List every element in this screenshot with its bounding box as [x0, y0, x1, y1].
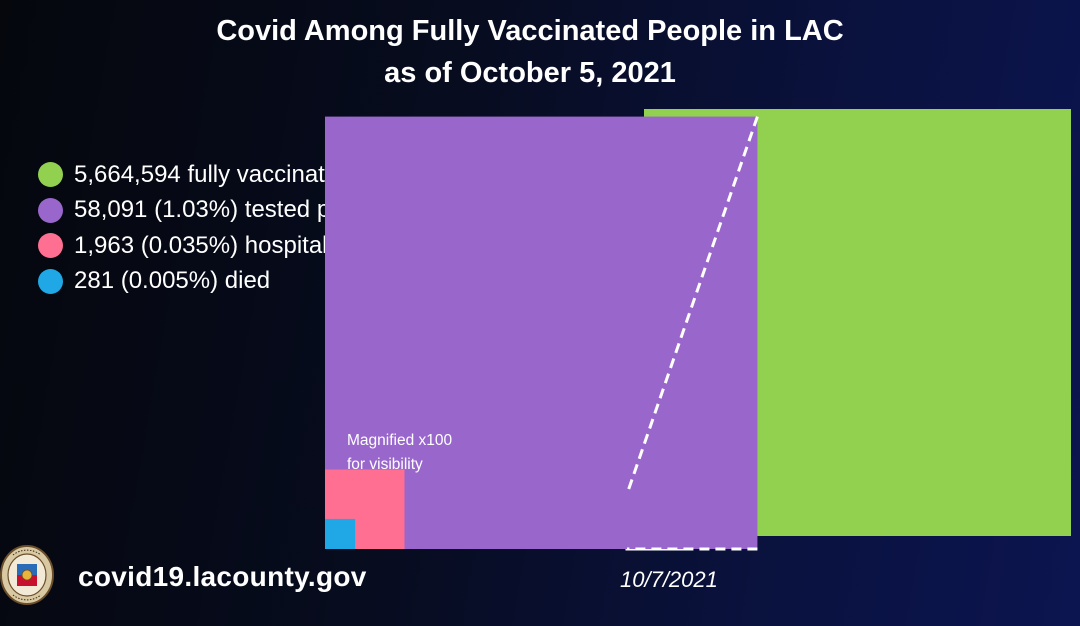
- legend-label-hospitalized: 1,963 (0.035%) hospitalized: [74, 231, 372, 259]
- magnify-note-line-1: Magnified x100: [347, 432, 453, 449]
- title-line-2: as of October 5, 2021: [384, 57, 676, 89]
- connector-line-top: [625, 116, 759, 495]
- legend-label-vaccinated: 5,664,594 fully vaccinated: [74, 160, 352, 188]
- county-seal-icon: [0, 545, 54, 605]
- legend-dot-died: [38, 268, 63, 294]
- chart-title: Covid Among Fully Vaccinated People in L…: [0, 10, 1060, 94]
- title-line-1: Covid Among Fully Vaccinated People in L…: [216, 15, 844, 47]
- website-link[interactable]: covid19.lacounty.gov: [78, 561, 367, 592]
- legend-dot-positive: [38, 197, 63, 223]
- magnify-note-line-2: for visibility: [347, 456, 423, 473]
- legend-item-hospitalized: 1,963 (0.035%) hospitalized: [38, 228, 398, 264]
- legend-dot-vaccinated: [38, 162, 63, 188]
- legend-label-died: 281 (0.005%) died: [74, 267, 271, 295]
- magnify-note: Magnified x100 for visibility: [347, 429, 452, 477]
- date-stamp: 10/7/2021: [620, 567, 718, 592]
- legend-item-vaccinated: 5,664,594 fully vaccinated: [38, 157, 398, 193]
- legend-dot-hospitalized: [38, 233, 63, 259]
- legend-item-died: 281 (0.005%) died: [38, 264, 398, 300]
- square-died-magnified: [325, 518, 356, 549]
